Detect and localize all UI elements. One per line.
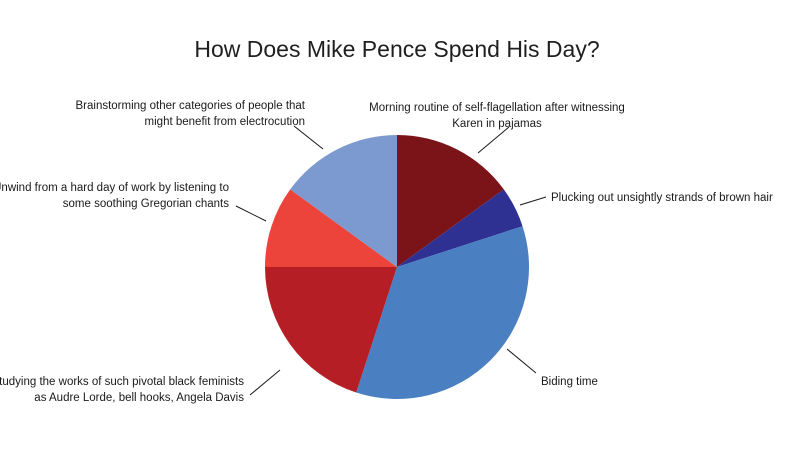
leader-line — [519, 196, 547, 206]
slice-labels: Morning routine of self-flagellation aft… — [0, 100, 773, 404]
pie-slices — [265, 135, 530, 400]
pie-slice — [397, 189, 523, 267]
slice-label: Unwind from a hard day of work by listen… — [0, 182, 229, 210]
slice-label-line: Studying the works of such pivotal black… — [0, 376, 244, 388]
leader-line — [293, 125, 324, 150]
slice-label-line: Brainstorming other categories of people… — [76, 100, 306, 112]
slice-label: Biding time — [541, 376, 598, 388]
leader-line — [249, 369, 281, 396]
slice-label: Morning routine of self-flagellation aft… — [369, 102, 625, 130]
pie-slice — [397, 135, 504, 267]
slice-label-line: some soothing Gregorian chants — [63, 198, 229, 210]
slice-label-line: as Audre Lorde, bell hooks, Angela Davis — [34, 392, 244, 404]
pie-slice — [265, 267, 397, 393]
slice-label: Brainstorming other categories of people… — [76, 100, 306, 128]
slice-label-line: Plucking out unsightly strands of brown … — [551, 192, 773, 204]
leader-line — [477, 126, 510, 154]
chart-title: How Does Mike Pence Spend His Day? — [194, 36, 599, 62]
slice-label: Plucking out unsightly strands of brown … — [551, 192, 773, 204]
slice-label: Studying the works of such pivotal black… — [0, 376, 244, 404]
slice-label-line: Karen in pajamas — [452, 118, 542, 130]
pie-slice — [265, 189, 397, 267]
pie-slice — [356, 226, 530, 400]
slice-label-line: Biding time — [541, 376, 598, 388]
slice-label-line: might benefit from electrocution — [145, 116, 305, 128]
slice-label-line: Morning routine of self-flagellation aft… — [369, 102, 625, 114]
slice-label-line: Unwind from a hard day of work by listen… — [0, 182, 229, 194]
leader-line — [506, 348, 537, 374]
leader-line — [235, 205, 267, 222]
pie-slice — [290, 135, 397, 267]
